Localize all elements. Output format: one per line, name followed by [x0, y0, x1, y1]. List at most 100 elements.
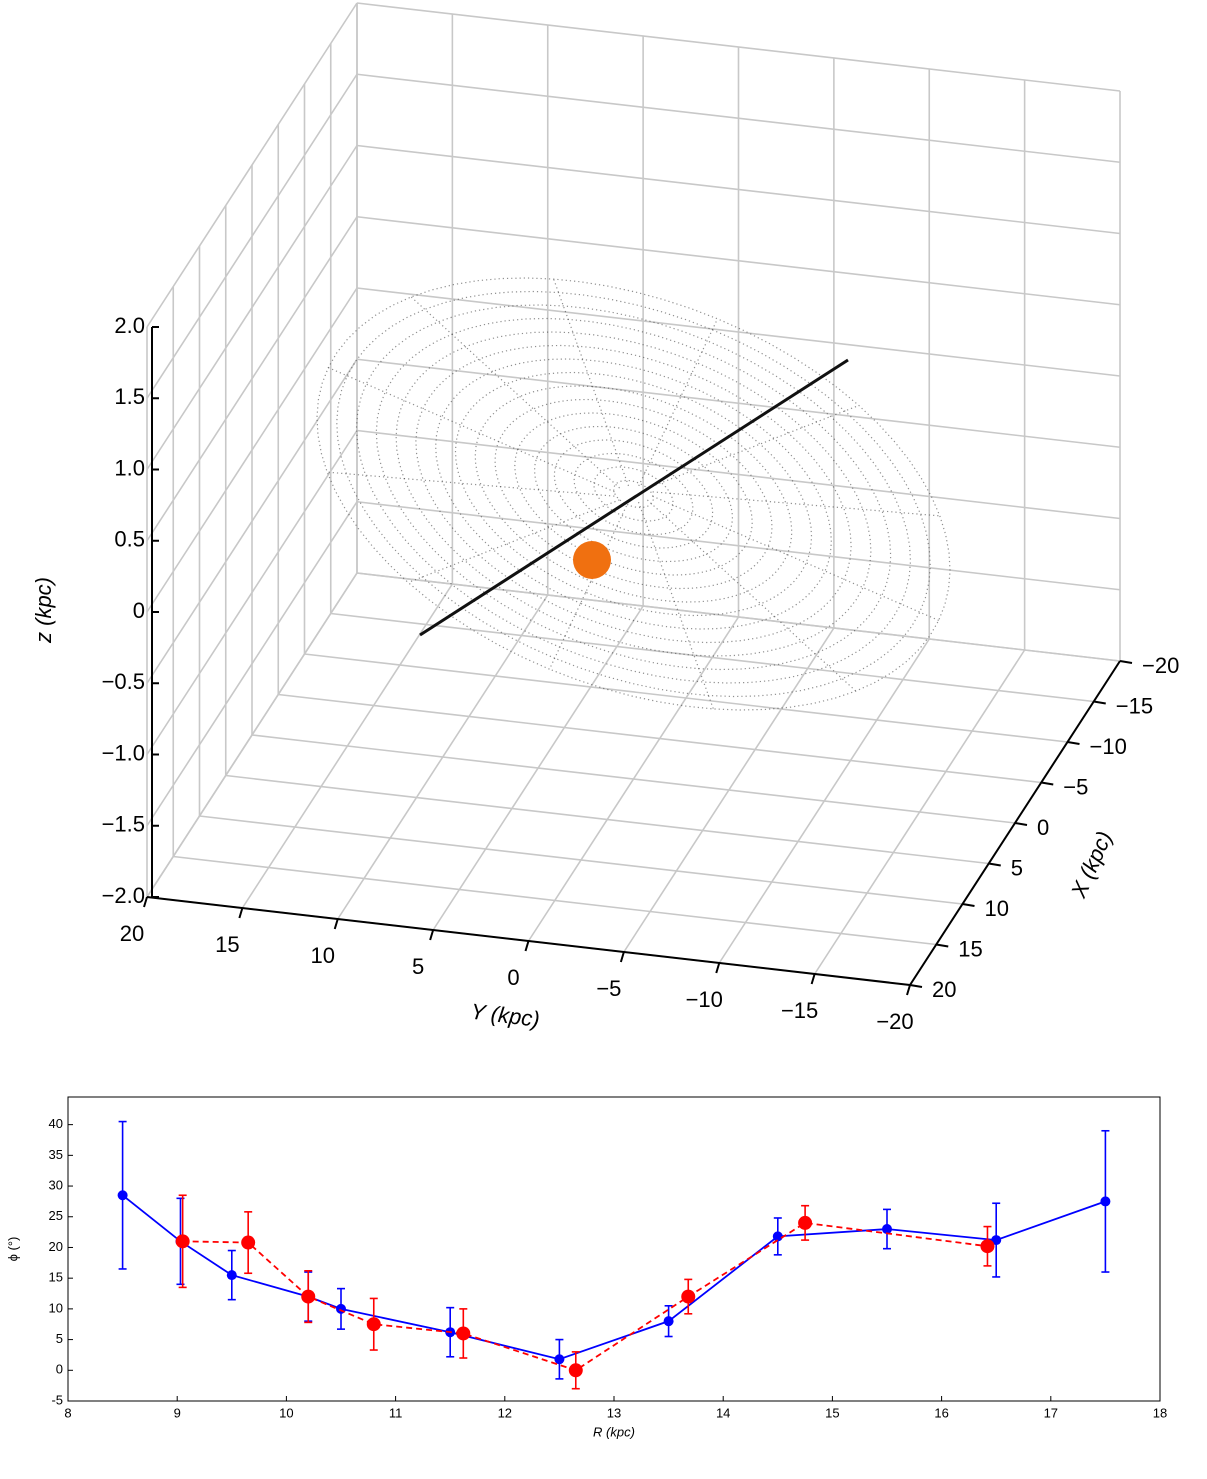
y-tick: [429, 929, 435, 941]
y-tick-label: −15: [781, 998, 818, 1023]
disk-spoke: [553, 278, 630, 487]
y-axis-title: ϕ (°): [5, 1237, 20, 1262]
y-tick: [238, 907, 244, 919]
y-tick-label: 5: [412, 954, 424, 979]
line-chart: 8 9 10 11 12 13 14 15 16 17 18 -5 0 5 10 15 20 25 30 35 40 R …: [5, 1096, 1167, 1439]
y-tick-label: 35: [49, 1147, 63, 1162]
disk-ring: [395, 331, 872, 657]
grid-line: [146, 216, 358, 542]
disk-spoke: [328, 367, 615, 493]
x-tick: [1014, 822, 1028, 826]
y-tick-label: 10: [49, 1300, 63, 1315]
grid-line: [432, 605, 644, 931]
y-tick: [906, 984, 911, 996]
grid-line: [337, 594, 549, 920]
point: [980, 1239, 995, 1254]
disk-ring: [375, 317, 892, 671]
point: [991, 1235, 1002, 1246]
grid-line: [813, 649, 1026, 975]
point: [663, 1316, 674, 1327]
point: [175, 1234, 190, 1249]
y-tick-label: 20: [120, 921, 144, 946]
grid-line: [356, 500, 1121, 591]
disk-spoke: [410, 296, 621, 489]
y-tick-label: -5: [51, 1392, 63, 1407]
disk-ring: [316, 277, 951, 711]
y-tick-label: 10: [311, 943, 335, 968]
x-tick-label: −20: [1142, 653, 1179, 678]
z-tick-label: −1.0: [102, 740, 145, 765]
x-axis-title: R (kpc): [593, 1424, 635, 1439]
x-tick: [1067, 741, 1080, 745]
point: [117, 1190, 128, 1201]
x-tick-label: 9: [174, 1405, 181, 1420]
z-tick-label: 2.0: [114, 313, 145, 338]
grid-line: [623, 627, 835, 953]
disk-spoke: [646, 499, 857, 692]
grid-line: [356, 2, 1121, 92]
grid-line: [718, 638, 930, 964]
point: [301, 1289, 316, 1304]
point: [1100, 1196, 1111, 1207]
x-tick-label: −10: [1090, 734, 1127, 759]
y-tick: [715, 962, 721, 974]
disk-ring: [553, 439, 714, 549]
y-tick: [810, 973, 816, 985]
disk-spoke: [407, 499, 620, 584]
x-tick: [936, 943, 949, 948]
point: [681, 1289, 696, 1304]
grid-line: [146, 2, 358, 328]
point: [456, 1326, 471, 1341]
x-axis-title: X (kpc): [1065, 827, 1117, 902]
x-tick: [1119, 660, 1133, 664]
grid-line: [146, 73, 358, 399]
y-tick-label: 5: [56, 1331, 63, 1346]
z-tick-label: 0.5: [114, 527, 145, 552]
grid-line: [146, 358, 358, 684]
y-tick: [619, 951, 625, 963]
z-tick-label: −1.5: [102, 812, 145, 837]
y-tick: [524, 940, 530, 952]
point: [568, 1363, 583, 1378]
x-tick-label: 11: [389, 1405, 403, 1420]
point: [772, 1231, 783, 1242]
x-tick-label: 10: [985, 896, 1009, 921]
y-axis-title: Y (kpc): [469, 999, 541, 1032]
y-tick-label: −10: [686, 987, 723, 1012]
disk-spoke: [637, 501, 714, 710]
disk-ring: [415, 344, 852, 644]
grid-line: [146, 572, 358, 898]
grid-line: [146, 501, 358, 827]
y-tick-label: 15: [49, 1270, 63, 1285]
x-tick-label: 13: [607, 1405, 621, 1420]
disk-ring: [454, 371, 813, 617]
y-tick-label: −20: [876, 1009, 913, 1034]
x-tick-label: 20: [932, 977, 956, 1002]
z-tick-label: −2.0: [102, 883, 145, 908]
x-tick-label: 10: [279, 1405, 293, 1420]
x-tick-label: 5: [1011, 855, 1023, 880]
x-tick-label: −15: [1116, 693, 1153, 718]
grid-line: [146, 287, 358, 613]
disk-ring: [514, 412, 753, 576]
disk-ring: [573, 452, 694, 536]
y-tick: [143, 896, 148, 908]
x-tick: [909, 984, 923, 988]
x-tick-label: −5: [1063, 774, 1088, 799]
z-tick-label: 0: [133, 598, 145, 623]
grid-line: [356, 572, 1121, 662]
x-tick-label: 12: [498, 1405, 512, 1420]
x-tick-label: 8: [64, 1405, 71, 1420]
point: [366, 1317, 381, 1332]
x-tick-label: 16: [934, 1405, 948, 1420]
z-tick-label: −0.5: [102, 669, 145, 694]
grid-line: [356, 287, 1121, 377]
y-tick-label: −5: [596, 976, 621, 1001]
series-line: [182, 1221, 988, 1372]
z-axis-title: z (kpc): [31, 577, 56, 644]
x-tick-label: 0: [1037, 815, 1049, 840]
point: [241, 1235, 256, 1250]
grid-line: [356, 215, 1121, 306]
3d-chart: −2.0−1.5−1.0−0.500.51.01.52.020 15 10 5 0 −5−…: [31, 2, 1179, 1034]
